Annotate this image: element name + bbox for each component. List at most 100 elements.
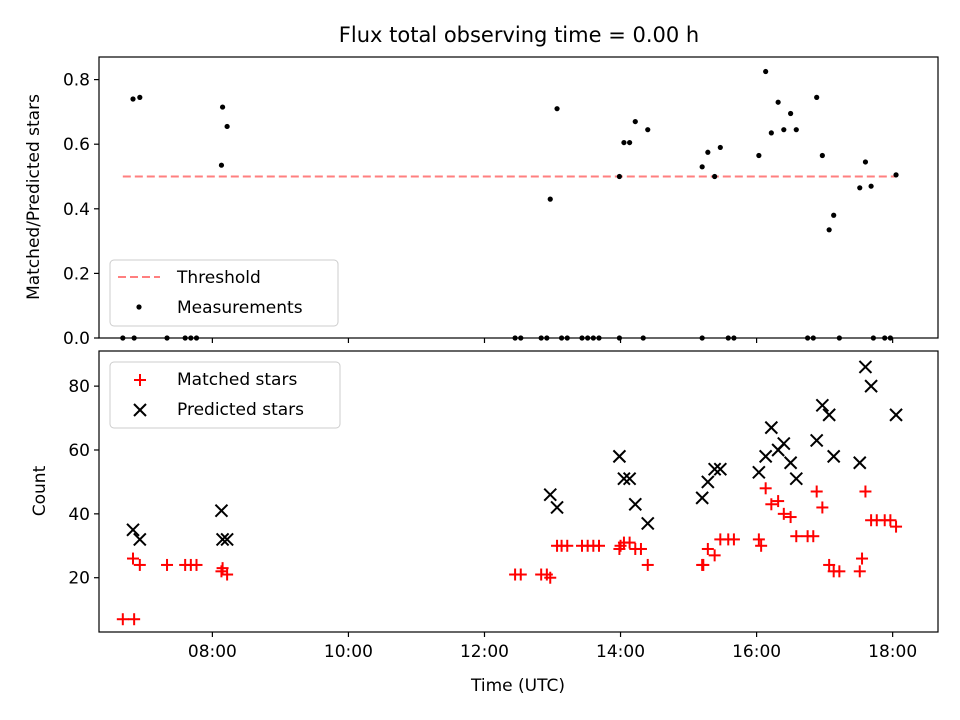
ratio-y-axis-label: Matched/Predicted stars — [24, 94, 44, 300]
measurements-point — [788, 110, 794, 117]
measurements-point — [814, 94, 820, 100]
matched-stars-point — [127, 552, 140, 565]
predicted-stars-point — [777, 436, 791, 451]
predicted-stars-point — [826, 449, 841, 464]
matched-stars-point — [807, 530, 820, 543]
predicted-stars-point — [783, 456, 798, 470]
matched-stars-point — [116, 613, 129, 626]
chart-title: Flux total observing time = 0.00 h — [339, 23, 699, 47]
matched-stars-point — [759, 482, 772, 495]
measurements-point — [819, 152, 825, 159]
x-tick-label: 10:00 — [324, 642, 373, 662]
measurements-point — [554, 106, 560, 112]
predicted-stars-point — [789, 472, 803, 486]
measurements-point — [768, 130, 774, 136]
measurements-point — [756, 152, 762, 159]
measurements-point — [862, 159, 869, 165]
y-tick-label: 0.2 — [63, 264, 90, 284]
y-tick-label: 20 — [68, 569, 90, 589]
predicted-stars-point — [822, 408, 836, 422]
predicted-stars-point — [550, 500, 564, 515]
matched-stars-point — [623, 536, 636, 549]
predicted-stars-point — [214, 503, 229, 518]
matched-stars-point — [890, 520, 903, 533]
measurements-point — [775, 99, 781, 105]
y-tick-label: 0.4 — [63, 200, 90, 220]
legend-measurements-swatch — [136, 304, 142, 310]
x-tick-label: 14:00 — [596, 642, 645, 662]
measurements-point — [219, 104, 226, 110]
measurements-point — [632, 118, 638, 125]
predicted-stars-point — [641, 516, 655, 531]
measurements-point — [717, 144, 723, 151]
ratio-legend-box — [109, 259, 339, 327]
matched-stars-point — [701, 542, 714, 555]
predicted-stars-point — [215, 532, 230, 547]
matched-stars-point — [561, 539, 574, 552]
predicted-stars-point — [809, 433, 824, 448]
matched-stars-point — [708, 549, 721, 562]
measurements-point — [645, 127, 651, 133]
predicted-stars-point — [815, 398, 830, 412]
count-legend: Matched stars Predicted stars — [109, 361, 341, 429]
measurements-point — [705, 149, 711, 155]
predicted-stars-point — [858, 360, 873, 374]
y-tick-label: 80 — [68, 377, 90, 397]
matched-stars-point — [853, 565, 866, 578]
measurements-point — [712, 173, 718, 180]
predicted-stars-point — [707, 462, 722, 476]
legend-measurements-label: Measurements — [177, 298, 303, 318]
matched-stars-point — [544, 571, 557, 584]
predicted-stars-point — [889, 408, 903, 422]
matched-stars-point — [221, 568, 234, 581]
measurements-point — [781, 127, 787, 133]
matched-stars-point — [216, 562, 229, 575]
matched-stars-point — [752, 533, 765, 546]
predicted-stars-point — [617, 472, 631, 486]
legend-predicted-label: Predicted stars — [177, 400, 304, 420]
count-axes: 20 40 60 80 08:00 10:00 12:00 14:00 16:00 18:00 — [68, 377, 917, 662]
x-tick-label: 18:00 — [868, 642, 917, 662]
predicted-stars-point — [133, 532, 147, 547]
measurements-point — [857, 185, 863, 191]
predicted-stars-point — [543, 487, 557, 502]
matched-stars-point — [514, 568, 527, 581]
x-tick-label: 12:00 — [460, 642, 509, 662]
matched-stars-point — [755, 539, 768, 552]
predicted-stars-point — [695, 491, 709, 505]
predicted-stars-point — [713, 462, 728, 476]
count-marks — [116, 360, 903, 626]
matched-stars-point — [772, 495, 785, 508]
predicted-stars-point — [622, 472, 637, 486]
ratio-legend: Threshold Measurements — [109, 259, 339, 327]
x-tick-label: 16:00 — [732, 642, 781, 662]
measurements-point — [893, 172, 899, 178]
legend-predicted-swatch — [133, 403, 147, 417]
measurements-point — [868, 183, 874, 189]
matched-stars-point — [823, 558, 836, 571]
measurements-point — [130, 96, 136, 102]
predicted-stars-point — [612, 449, 627, 464]
predicted-stars-point — [628, 497, 642, 511]
measurements-point — [218, 162, 225, 168]
measurements-point — [616, 173, 623, 180]
measurements-point — [627, 139, 633, 146]
matched-stars-point — [190, 558, 203, 571]
count-legend-box — [109, 361, 341, 429]
measurements-point — [137, 94, 143, 100]
count-y-axis-label: Count — [30, 465, 50, 516]
matched-stars-point — [697, 558, 710, 571]
measurements-point — [831, 212, 837, 218]
measurements-point — [699, 164, 705, 170]
measurements-point — [621, 139, 627, 146]
y-tick-label: 60 — [68, 441, 90, 461]
matched-stars-point — [727, 533, 740, 546]
matched-stars-point — [133, 558, 146, 571]
predicted-stars-point — [864, 379, 878, 393]
matched-stars-point — [790, 530, 803, 543]
predicted-stars-point — [220, 532, 234, 547]
legend-matched-swatch — [134, 374, 146, 386]
count-panel: 20 40 60 80 08:00 10:00 12:00 14:00 16:00 18:00 C… — [30, 350, 939, 696]
